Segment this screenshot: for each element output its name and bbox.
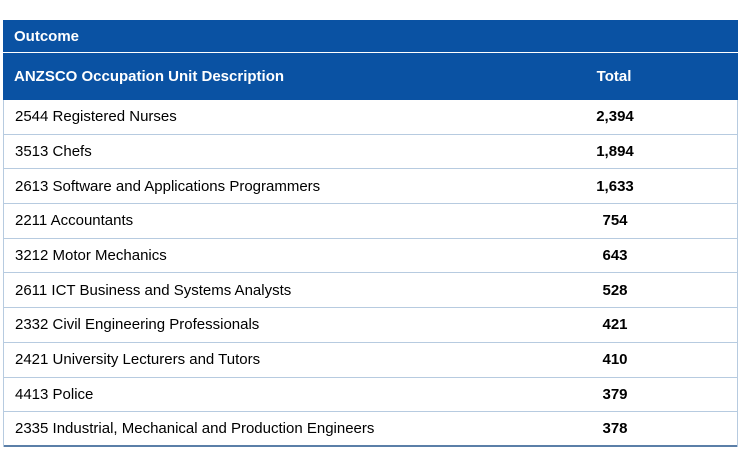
row-total: 643 <box>602 247 628 265</box>
row-total: 1,894 <box>596 143 634 161</box>
column-header-total: Total <box>596 68 632 85</box>
row-total: 378 <box>602 420 628 438</box>
table-row: 2421 University Lecturers and Tutors 410 <box>4 343 737 378</box>
table-row: 2613 Software and Applications Programme… <box>4 169 737 205</box>
row-total: 379 <box>602 385 628 403</box>
column-header-description: ANZSCO Occupation Unit Description <box>14 68 285 85</box>
row-total: 2,394 <box>596 108 634 126</box>
occupation-table: Outcome ANZSCO Occupation Unit Descripti… <box>3 20 738 447</box>
row-total: 421 <box>602 316 628 334</box>
table-row: 2332 Civil Engineering Professionals 421 <box>4 308 737 343</box>
row-total: 410 <box>602 351 628 369</box>
row-description: 2335 Industrial, Mechanical and Producti… <box>15 420 375 438</box>
row-description: 4413 Police <box>15 385 94 403</box>
row-description: 3513 Chefs <box>15 143 92 161</box>
table-body: 2544 Registered Nurses 2,394 3513 Chefs … <box>3 100 738 447</box>
row-total: 754 <box>602 212 628 230</box>
row-description: 2332 Civil Engineering Professionals <box>15 316 260 334</box>
row-description: 2421 University Lecturers and Tutors <box>15 351 261 369</box>
table-row: 2335 Industrial, Mechanical and Producti… <box>4 412 737 447</box>
table-row: 4413 Police 379 <box>4 378 737 413</box>
row-description: 3212 Motor Mechanics <box>15 247 167 265</box>
table-row: 3212 Motor Mechanics 643 <box>4 239 737 274</box>
row-description: 2544 Registered Nurses <box>15 108 177 126</box>
row-total: 528 <box>602 281 628 299</box>
row-description: 2611 ICT Business and Systems Analysts <box>15 281 292 299</box>
table-row: 2611 ICT Business and Systems Analysts 5… <box>4 273 737 309</box>
table-row: 3513 Chefs 1,894 <box>4 135 737 170</box>
table-row: 2211 Accountants 754 <box>4 204 737 239</box>
row-description: 2211 Accountants <box>15 212 134 230</box>
row-description: 2613 Software and Applications Programme… <box>15 177 321 195</box>
table-header-row: ANZSCO Occupation Unit Description Total <box>3 53 738 100</box>
row-total: 1,633 <box>596 177 634 195</box>
table-section-title: Outcome <box>3 20 738 53</box>
table-row: 2544 Registered Nurses 2,394 <box>4 100 737 135</box>
